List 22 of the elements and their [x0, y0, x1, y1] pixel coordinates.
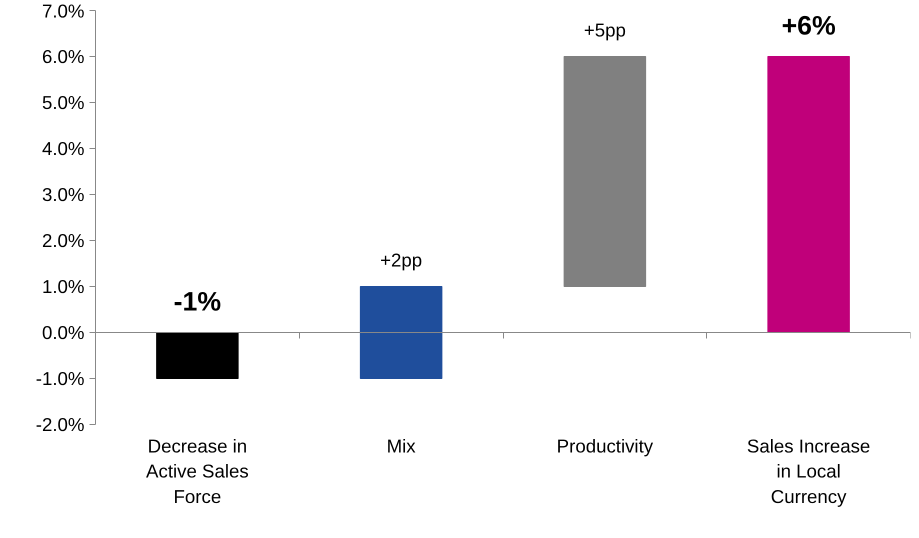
x-tick-label: Sales Increase in Local Currency — [746, 436, 870, 507]
y-tick-label: -2.0% — [36, 414, 85, 435]
x-tick-label: Mix — [386, 436, 416, 456]
y-tick-label: 1.0% — [42, 276, 85, 297]
y-tick-label: -1.0% — [36, 368, 85, 389]
bar — [564, 56, 646, 287]
bar — [360, 286, 442, 379]
x-tick-label: Productivity — [556, 436, 654, 456]
x-tick-label: Decrease in Active Sales Force — [146, 436, 249, 507]
y-tick-label: 0.0% — [42, 322, 85, 343]
data-label: +2pp — [380, 249, 422, 270]
y-tick-label: 7.0% — [42, 0, 85, 22]
y-tick-label: 5.0% — [42, 92, 85, 113]
data-label: +6% — [782, 10, 836, 40]
y-tick-label: 3.0% — [42, 184, 85, 205]
y-tick-label: 6.0% — [42, 46, 85, 67]
bar — [156, 332, 239, 379]
data-label: +5pp — [584, 19, 626, 40]
data-label: -1% — [174, 286, 222, 316]
bar — [767, 56, 850, 333]
y-tick-label: 2.0% — [42, 230, 85, 251]
y-tick-label: 4.0% — [42, 138, 85, 159]
